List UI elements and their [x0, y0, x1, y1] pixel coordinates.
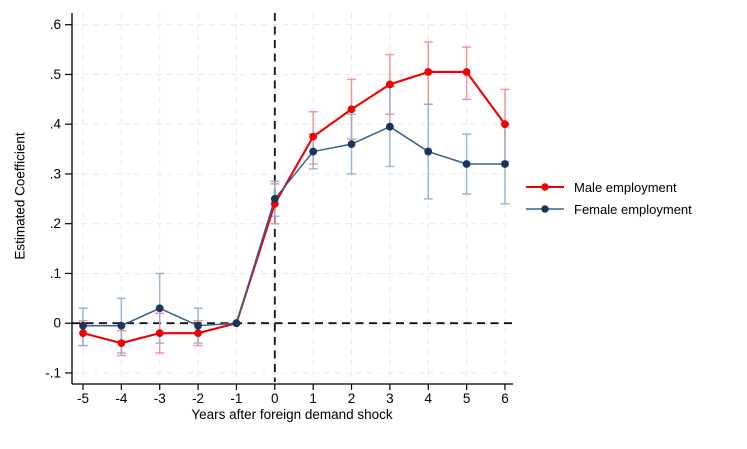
data-point — [424, 147, 433, 156]
x-tick-label: 5 — [463, 391, 471, 406]
data-point — [117, 321, 126, 330]
y-tick-label: .3 — [50, 166, 61, 181]
data-point — [385, 80, 394, 89]
x-tick-label: 0 — [271, 391, 279, 406]
x-tick-label: 4 — [424, 391, 432, 406]
data-point — [309, 132, 318, 141]
y-axis-title: Estimated Coefficient — [12, 132, 28, 260]
legend: Male employment Female employment — [525, 178, 692, 218]
legend-item-male: Male employment — [525, 178, 692, 196]
y-tick-label: .6 — [50, 17, 61, 32]
y-tick-label: .1 — [50, 266, 61, 281]
data-point — [117, 339, 126, 347]
data-point — [501, 120, 509, 129]
x-tick-label: -1 — [230, 391, 242, 406]
error-bars-male — [78, 41, 510, 357]
data-point — [155, 304, 164, 313]
x-tick-label: 2 — [348, 391, 356, 406]
x-tick-label: 1 — [309, 391, 317, 406]
data-point — [79, 321, 87, 330]
y-tick-label: -.1 — [45, 365, 61, 380]
series-points-female — [79, 122, 509, 330]
data-point — [501, 160, 509, 168]
x-tick-label: -5 — [77, 391, 89, 406]
error-bars-female — [78, 86, 510, 354]
series-line — [82, 70, 506, 345]
y-tick-label: .5 — [50, 67, 61, 82]
data-point — [194, 329, 202, 338]
x-tick-label: -2 — [192, 391, 204, 406]
male-series-marker-icon — [526, 183, 564, 191]
legend-label-male: Male employment — [574, 179, 677, 195]
y-tick-label: 0 — [53, 316, 61, 331]
data-point — [194, 321, 202, 330]
gridlines — [72, 13, 513, 382]
legend-label-female: Female employment — [574, 201, 692, 217]
data-point — [309, 147, 318, 156]
x-tick-label: -4 — [115, 391, 127, 406]
data-point — [347, 140, 356, 149]
y-tick-label: .4 — [50, 117, 62, 132]
series-points-male — [79, 68, 509, 347]
series-line-male — [82, 70, 506, 345]
y-tick-label: .2 — [50, 216, 61, 231]
series-line — [83, 125, 505, 327]
data-point — [270, 194, 279, 203]
zero-reference-lines — [72, 13, 516, 382]
x-tick-label: -3 — [154, 391, 166, 406]
axes: -.1 0 .1 .2 .3 .4 .5 .6 -5 -4 -3 -2 -1 0 1 2 3 4 5 6 — [45, 13, 513, 406]
data-point — [385, 122, 394, 131]
legend-item-female: Female employment — [525, 200, 692, 218]
data-point — [232, 319, 241, 328]
data-point — [462, 68, 471, 76]
data-point — [79, 329, 87, 338]
x-tick-label: 3 — [386, 391, 394, 406]
x-axis-title: Years after foreign demand shock — [191, 407, 393, 422]
x-tick-label: 6 — [501, 391, 509, 406]
series-line-female — [83, 125, 505, 327]
data-point — [347, 105, 356, 114]
data-point — [155, 329, 164, 338]
data-point — [462, 160, 471, 168]
data-point — [424, 68, 433, 76]
female-series-marker-icon — [526, 205, 564, 213]
